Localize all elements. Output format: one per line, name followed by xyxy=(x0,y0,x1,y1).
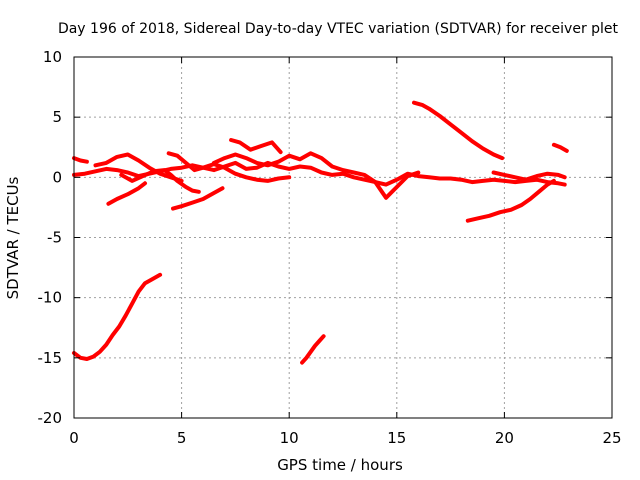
y-tick-label: -15 xyxy=(38,349,63,367)
x-tick-label: 25 xyxy=(602,429,621,447)
x-tick-labels: 0 5 10 15 20 25 xyxy=(69,429,621,447)
series-line-s14 xyxy=(491,170,567,182)
y-tick-label: -5 xyxy=(47,229,62,247)
series-line-s1 xyxy=(72,272,163,361)
series-layer xyxy=(72,100,569,365)
series-line-s3 xyxy=(72,156,89,164)
series-line-s6 xyxy=(106,181,147,206)
y-tick-label: -20 xyxy=(38,409,63,427)
series-line-s7 xyxy=(119,168,201,194)
series-line-s12 xyxy=(412,100,505,161)
x-tick-label: 5 xyxy=(177,429,187,447)
chart-title: Day 196 of 2018, Sidereal Day-to-day VTE… xyxy=(58,21,619,37)
series-line-s8 xyxy=(171,186,225,211)
series-line-s9 xyxy=(166,151,292,183)
y-tick-label: 0 xyxy=(52,168,62,186)
series-line-s10 xyxy=(229,138,283,155)
series-line-s11 xyxy=(211,151,421,200)
series-line-s5 xyxy=(93,152,184,183)
y-tick-label: -10 xyxy=(38,289,63,307)
x-tick-label: 0 xyxy=(69,429,79,447)
y-tick-label: 5 xyxy=(52,108,62,126)
series-line-s13 xyxy=(465,178,556,223)
x-tick-label: 20 xyxy=(495,429,514,447)
x-axis-label: GPS time / hours xyxy=(277,456,403,474)
x-tick-label: 10 xyxy=(280,429,299,447)
series-line-s2 xyxy=(300,334,326,365)
y-tick-labels: 10 5 0 -5 -10 -15 -20 xyxy=(38,48,63,427)
y-tick-label: 10 xyxy=(43,48,62,66)
tick-marks xyxy=(73,56,613,419)
series-line-s15 xyxy=(551,142,569,153)
y-axis-label: SDTVAR / TECUs xyxy=(4,176,22,299)
grid-lines xyxy=(74,57,612,418)
x-tick-label: 15 xyxy=(387,429,406,447)
